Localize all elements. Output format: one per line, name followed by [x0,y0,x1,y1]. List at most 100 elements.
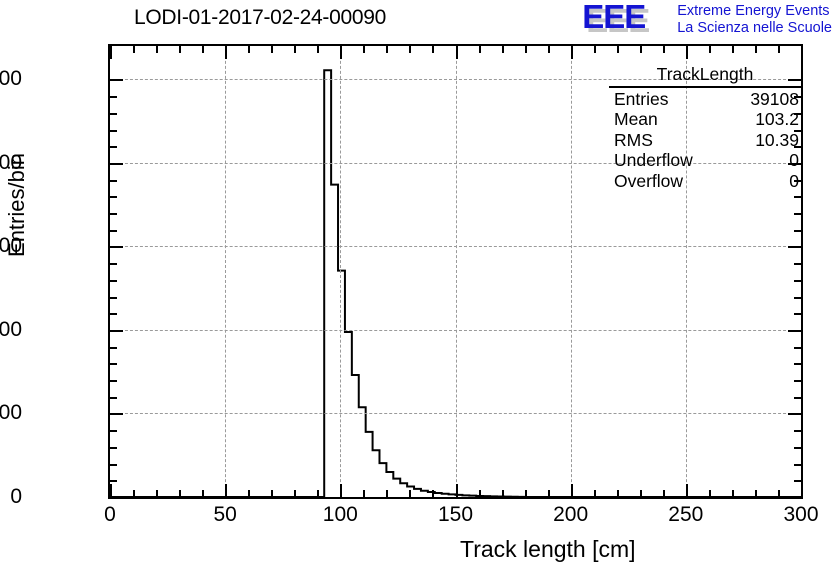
y-axis-tick-minor [110,263,117,266]
y-axis-tick-minor-right [794,146,801,149]
x-axis-tick-major [110,484,112,497]
y-axis-tick-major [110,246,123,249]
y-axis-tick-minor-right [794,363,801,366]
y-axis-tick-major-right [788,79,801,82]
x-axis-tick-label: 300 [783,503,819,526]
stats-row-key: RMS [614,129,653,150]
x-axis-tick-minor [616,490,619,497]
eee-logo-line1: Extreme Energy Events [677,3,830,19]
x-axis-tick-minor-top [317,46,320,53]
y-axis-tick-minor-right [794,213,801,216]
x-axis-tick-minor [294,490,297,497]
x-axis-tick-minor-top [179,46,182,53]
x-axis-tick-minor [363,490,366,497]
page-title: LODI-01-2017-02-24-00090 [134,6,386,29]
y-axis-tick-label: 0 [10,485,22,508]
x-axis-title: Track length [cm] [460,536,636,562]
x-axis-tick-minor [248,490,251,497]
x-axis-tick-minor [317,490,320,497]
eee-logo-mark-text: EEE [582,0,646,35]
y-axis-tick-minor [110,229,117,232]
plot-frame: TrackLength Entries 39108 Mean 103.2 RMS 10.3… [108,44,803,499]
x-axis-tick-minor [202,490,205,497]
x-axis-tick-major-top [455,46,458,59]
x-axis-tick-minor [501,490,504,497]
x-axis-tick-minor-top [386,46,389,53]
x-axis-tick-major-top [110,46,112,59]
x-axis-tick-minor-top [547,46,550,53]
x-axis-tick-major [801,484,803,497]
x-axis-tick-minor-top [202,46,205,53]
x-axis-tick-minor [133,490,136,497]
stats-row-key: Underflow [614,150,693,170]
eee-logo-wordmark: Extreme Energy Events La Scienza nelle S… [677,2,832,36]
y-axis-tick-minor [110,446,117,449]
stats-row-value: 103.2 [755,109,799,129]
x-axis-tick-minor-top [432,46,435,53]
y-axis-tick-major-right [788,246,801,249]
x-axis-tick-minor [179,490,182,497]
y-axis-tick-minor-right [794,96,801,99]
gridline-vertical [225,46,227,497]
gridline-vertical [685,46,687,497]
x-axis-tick-minor [156,490,159,497]
y-axis-tick-label: 6000 [0,234,22,258]
y-axis-tick-minor-right [794,179,801,182]
x-axis-tick-minor [639,490,642,497]
x-axis-tick-minor [409,490,412,497]
x-axis-tick-label: 200 [553,503,589,526]
x-axis-tick-minor [432,490,435,497]
stats-row-key: Mean [614,109,658,129]
x-axis-tick-major-top [340,46,343,59]
x-axis-tick-minor [547,490,550,497]
y-axis-tick-minor-right [794,463,801,466]
x-axis-tick-minor [271,490,274,497]
y-axis-tick-label: 8000 [0,150,22,174]
x-axis-tick-minor [754,490,757,497]
x-axis-tick-minor-top [248,46,251,53]
y-axis-tick-minor [110,396,117,399]
x-axis-tick-major [340,484,343,497]
y-axis-tick-minor-right [794,346,801,349]
x-axis-tick-minor [524,490,527,497]
y-axis-tick-minor [110,96,117,99]
x-axis-tick-minor [777,490,780,497]
y-axis-tick-major [110,497,123,499]
x-axis-tick-minor-top [478,46,481,53]
x-axis-tick-major [685,484,688,497]
y-axis-tick-minor [110,129,117,132]
y-axis-tick-minor [110,346,117,349]
x-axis-tick-minor-top [639,46,642,53]
stats-row: RMS 10.39 [605,130,805,151]
x-axis-tick-minor [708,490,711,497]
y-axis-tick-label: 10000 [0,67,22,91]
stats-row-value: 39108 [750,88,799,109]
eee-logo: EEE EEE Extreme Energy Events La Scienza… [582,0,832,39]
x-axis-tick-major [455,484,458,497]
x-axis-tick-label: 0 [104,503,116,526]
stats-box-rows: Entries 39108 Mean 103.2 RMS 10.39 Underflow 0 O… [605,89,805,192]
y-axis-tick-label: 4000 [0,317,22,341]
stats-row-value: 0 [789,150,799,170]
y-axis-tick-minor [110,213,117,216]
y-axis-tick-minor [110,480,117,483]
x-axis-tick-major-top [570,46,573,59]
y-axis-tick-minor [110,296,117,299]
y-axis-tick-major [110,413,123,416]
y-axis-tick-minor [110,146,117,149]
x-axis-tick-minor-top [363,46,366,53]
y-axis-tick-minor [110,279,117,282]
y-axis-tick-major-right [788,413,801,416]
eee-logo-mark-shadow: EEE [586,2,650,39]
x-axis-tick-label: 250 [668,503,704,526]
x-axis-tick-minor-top [731,46,734,53]
y-axis-tick-minor-right [794,430,801,433]
stats-row-key: Overflow [614,170,684,191]
x-axis-tick-minor-top [133,46,136,53]
x-axis-tick-minor-top [662,46,665,53]
y-axis-tick-minor-right [794,263,801,266]
stats-row: Entries 39108 [605,89,805,110]
plot-area [110,46,801,497]
y-axis-tick-major-right [788,497,801,499]
